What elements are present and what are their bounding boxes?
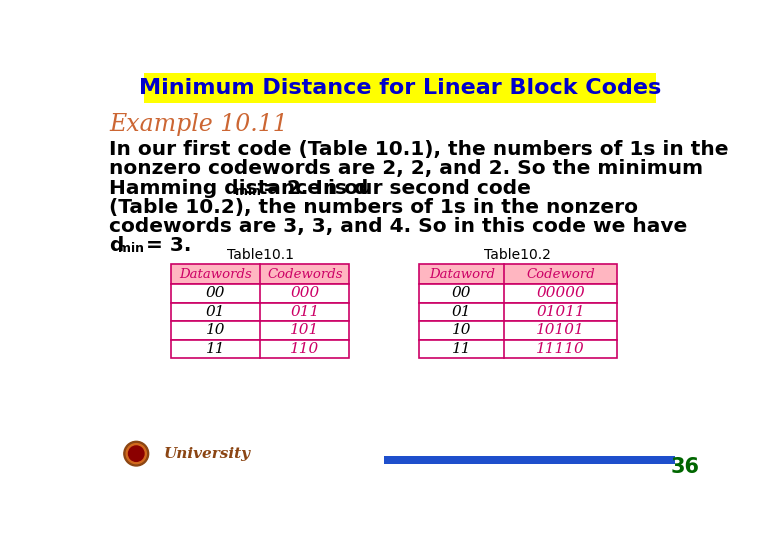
Text: 00: 00 bbox=[206, 287, 225, 300]
Text: = 2. In our second code: = 2. In our second code bbox=[256, 179, 530, 198]
Text: 11: 11 bbox=[452, 342, 471, 356]
Text: 10: 10 bbox=[452, 323, 471, 338]
Text: Minimum Distance for Linear Block Codes: Minimum Distance for Linear Block Codes bbox=[139, 78, 661, 98]
Text: codewords are 3, 3, and 4. So in this code we have: codewords are 3, 3, and 4. So in this co… bbox=[109, 217, 687, 236]
Text: 101: 101 bbox=[290, 323, 320, 338]
Text: nonzero codewords are 2, 2, and 2. So the minimum: nonzero codewords are 2, 2, and 2. So th… bbox=[109, 159, 704, 178]
FancyBboxPatch shape bbox=[419, 321, 617, 340]
Circle shape bbox=[129, 446, 144, 461]
Text: University: University bbox=[163, 447, 250, 461]
Text: 01: 01 bbox=[206, 305, 225, 319]
Circle shape bbox=[124, 441, 149, 466]
Text: Table10.2: Table10.2 bbox=[484, 248, 551, 262]
Text: = 3.: = 3. bbox=[139, 237, 191, 255]
FancyBboxPatch shape bbox=[171, 284, 349, 303]
FancyBboxPatch shape bbox=[419, 303, 617, 321]
Text: 011: 011 bbox=[290, 305, 320, 319]
Text: (Table 10.2), the numbers of 1s in the nonzero: (Table 10.2), the numbers of 1s in the n… bbox=[109, 198, 638, 217]
Text: Codeword: Codeword bbox=[526, 268, 595, 281]
FancyBboxPatch shape bbox=[419, 264, 617, 284]
Text: Table10.1: Table10.1 bbox=[227, 248, 294, 262]
Text: 01: 01 bbox=[452, 305, 471, 319]
Text: 36: 36 bbox=[671, 457, 700, 477]
FancyBboxPatch shape bbox=[171, 340, 349, 358]
Circle shape bbox=[126, 444, 147, 464]
Text: 10: 10 bbox=[206, 323, 225, 338]
FancyBboxPatch shape bbox=[385, 456, 675, 464]
FancyBboxPatch shape bbox=[171, 303, 349, 321]
Text: 00000: 00000 bbox=[536, 287, 585, 300]
Text: Datawords: Datawords bbox=[179, 268, 252, 281]
FancyBboxPatch shape bbox=[171, 264, 349, 284]
FancyBboxPatch shape bbox=[419, 284, 617, 303]
Text: In our first code (Table 10.1), the numbers of 1s in the: In our first code (Table 10.1), the numb… bbox=[109, 140, 729, 159]
Text: 01011: 01011 bbox=[536, 305, 585, 319]
Text: min: min bbox=[235, 185, 261, 198]
Text: 000: 000 bbox=[290, 287, 320, 300]
FancyBboxPatch shape bbox=[171, 321, 349, 340]
FancyBboxPatch shape bbox=[144, 72, 655, 103]
Text: 00: 00 bbox=[452, 287, 471, 300]
FancyBboxPatch shape bbox=[419, 340, 617, 358]
Text: 110: 110 bbox=[290, 342, 320, 356]
Text: min: min bbox=[118, 242, 144, 255]
Text: Dataword: Dataword bbox=[429, 268, 495, 281]
Text: Hamming distance is d: Hamming distance is d bbox=[109, 179, 368, 198]
Text: 11: 11 bbox=[206, 342, 225, 356]
Text: Codewords: Codewords bbox=[267, 268, 342, 281]
Text: d: d bbox=[109, 237, 123, 255]
Text: 11110: 11110 bbox=[536, 342, 585, 356]
Text: 10101: 10101 bbox=[536, 323, 585, 338]
Text: Example 10.11: Example 10.11 bbox=[109, 113, 288, 137]
